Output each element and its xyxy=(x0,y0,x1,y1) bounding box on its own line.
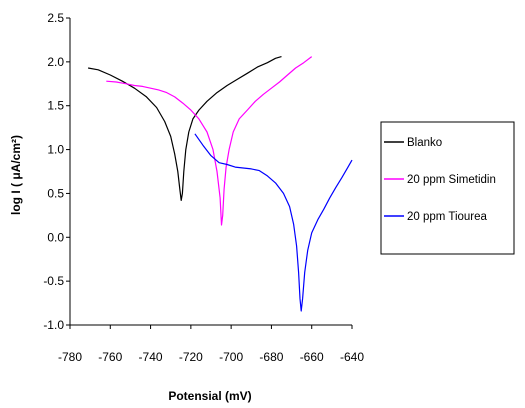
legend-label-2: 20 ppm Tiourea xyxy=(407,211,488,223)
x-axis-title: Potensial (mV) xyxy=(168,389,251,403)
x-tick-label: -740 xyxy=(139,350,163,364)
x-tick-label: -700 xyxy=(219,350,243,364)
tick-labels: -1.0 -0.5 0.0 0.5 1.0 1.5 2.0 2.5 -780 -760 -740 -7… xyxy=(43,11,364,364)
legend-box xyxy=(380,121,515,255)
y-tick-label: 1.5 xyxy=(47,99,64,113)
y-tick-label: 1.0 xyxy=(47,143,64,157)
x-tick-label: -660 xyxy=(300,350,324,364)
y-tick-label: 0.5 xyxy=(47,186,64,200)
x-tick-label: -780 xyxy=(58,350,82,364)
legend-label-1: 20 ppm Simetidin xyxy=(407,174,496,186)
y-tick-label: 0.0 xyxy=(47,230,64,244)
axes-layer xyxy=(66,17,353,329)
y-tick-label: 2.0 xyxy=(47,55,64,69)
x-tick-label: -640 xyxy=(340,350,364,364)
x-tick-label: -760 xyxy=(98,350,122,364)
x-tick-label: -680 xyxy=(259,350,283,364)
series-line-1 xyxy=(106,56,313,226)
legend: Blanko 20 ppm Simetidin 20 ppm Tiourea xyxy=(380,121,515,255)
y-tick-label: -0.5 xyxy=(43,274,64,288)
y-axis-title: log I ( μA/cm²) xyxy=(9,135,23,215)
y-tick-label: -1.0 xyxy=(43,318,64,332)
series-layer xyxy=(87,56,353,312)
x-tick-label: -720 xyxy=(179,350,203,364)
series-line-0 xyxy=(87,56,282,201)
y-tick-label: 2.5 xyxy=(47,11,64,25)
legend-label-0: Blanko xyxy=(407,137,442,149)
series-line-2 xyxy=(194,133,353,312)
